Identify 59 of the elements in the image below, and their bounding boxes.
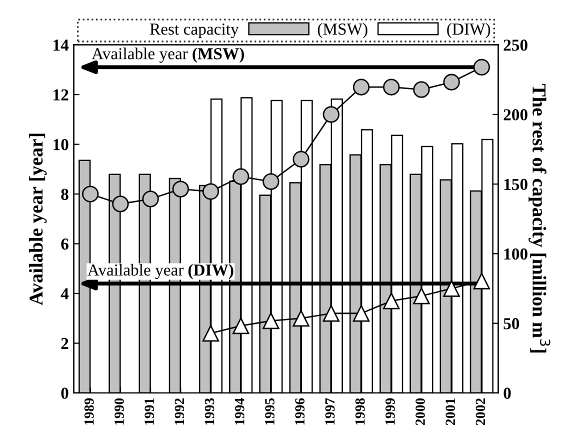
- x-tick-label: 1996: [295, 398, 305, 424]
- x-tick-label: 1999: [385, 398, 395, 424]
- x-tick-label: 2000: [416, 398, 425, 425]
- point: [383, 78, 400, 96]
- legend-label: (DIW): [447, 23, 490, 38]
- point: [112, 196, 129, 212]
- x-tick-label: 1998: [355, 398, 365, 424]
- point: [232, 168, 250, 185]
- x-tick-label: 1992: [174, 398, 184, 424]
- point: [413, 288, 430, 304]
- point: [383, 292, 400, 310]
- point: [142, 190, 159, 208]
- point: [202, 324, 220, 342]
- point: [322, 305, 340, 322]
- y-tick-label: 8: [61, 188, 68, 200]
- x-tick-label: 1995: [265, 398, 274, 424]
- x-tick-label: 2001: [446, 398, 456, 425]
- y2-tick-label: 200: [504, 109, 528, 120]
- point: [82, 186, 99, 202]
- point: [202, 183, 220, 200]
- x-tick-label: 1989: [84, 398, 94, 424]
- y-tick-label: 0: [61, 388, 68, 399]
- x-tick-label: 1994: [234, 398, 244, 424]
- point: [443, 280, 460, 297]
- y2-tick-label: 150: [504, 178, 528, 190]
- y-tick-label: 6: [61, 238, 68, 250]
- point: [262, 312, 280, 330]
- y2-tick-label: 50: [504, 318, 520, 330]
- y2-axis-title: The rest of capacity [million m$^{3}$]: [528, 84, 550, 353]
- point: [232, 317, 250, 334]
- y-tick-label: 12: [54, 89, 68, 100]
- legend-label: (MSW): [318, 23, 368, 38]
- x-tick-label: 1990: [114, 398, 124, 424]
- legend-title: Rest capacity: [150, 24, 239, 38]
- y-axis-title: Available year [year]: [29, 134, 47, 306]
- y2-tick-label: 0: [504, 388, 511, 399]
- x-tick-label: 1997: [325, 398, 335, 424]
- x-tick-label: 2002: [476, 398, 486, 425]
- y2-tick-label: 100: [504, 248, 528, 260]
- y-tick-label: 14: [54, 40, 69, 51]
- point: [292, 150, 310, 168]
- y-tick-label: 4: [60, 288, 69, 300]
- point: [352, 78, 370, 96]
- point: [413, 81, 430, 98]
- point: [322, 106, 340, 123]
- point: [172, 180, 189, 198]
- point: [473, 58, 490, 76]
- x-tick-label: 1993: [204, 398, 214, 424]
- point: [473, 272, 490, 290]
- point: [352, 305, 370, 322]
- point: [292, 310, 310, 327]
- annotation: Available year (DIW): [88, 264, 234, 280]
- annotation: Available year (MSW): [92, 48, 244, 63]
- point: [262, 173, 280, 190]
- point: [443, 74, 460, 90]
- y-tick-label: 2: [61, 338, 68, 349]
- y-tick-label: 10: [54, 139, 68, 150]
- y2-tick-label: 250: [504, 40, 528, 51]
- x-tick-label: 1991: [144, 398, 154, 424]
